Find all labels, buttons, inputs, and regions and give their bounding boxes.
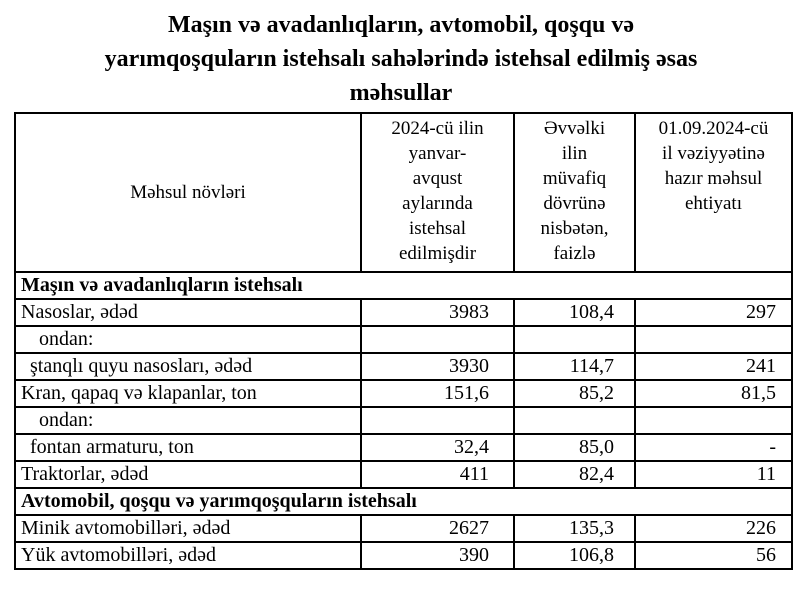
section-title: Avtomobil, qoşqu və yarımqoşquların iste…: [14, 487, 793, 516]
product-name-cell: Minik avtomobilləri, ədəd: [14, 514, 362, 543]
row-ondan-2: ondan:: [14, 406, 793, 435]
percent-cell: 85,0: [513, 433, 636, 462]
percent-cell: 114,7: [513, 352, 636, 381]
products-table: Məhsul növləri 2024-cü ilin yanvar- avqu…: [14, 112, 793, 570]
col-header-stock: 01.09.2024-cü il vəziyyətinə hazır məhsu…: [634, 112, 793, 273]
col-header-percent-vs-prev-year: Əvvəlki ilin müvafiq dövrünə nisbətən, f…: [513, 112, 636, 273]
row-nasoslar: Nasoslar, ədəd 3983 108,4 297: [14, 298, 793, 327]
produced-cell: 2627: [360, 514, 515, 543]
stock-cell: 297: [634, 298, 793, 327]
row-traktorlar: Traktorlar, ədəd 411 82,4 11: [14, 460, 793, 489]
produced-cell: 151,6: [360, 379, 515, 408]
product-name-cell: Kran, qapaq və klapanlar, ton: [14, 379, 362, 408]
stock-cell: 226: [634, 514, 793, 543]
row-kran-qapaq-klapanlar: Kran, qapaq və klapanlar, ton 151,6 85,2…: [14, 379, 793, 408]
product-name-cell: ondan:: [14, 406, 362, 435]
page-title: Maşın və avadanlıqların, avtomobil, qoşq…: [104, 12, 698, 106]
row-ondan-1: ondan:: [14, 325, 793, 354]
product-name-cell: ştanqlı quyu nasosları, ədəd: [14, 352, 362, 381]
row-fontan-armaturu: fontan armaturu, ton 32,4 85,0 -: [14, 433, 793, 462]
stock-cell: [634, 325, 793, 354]
header-row: Məhsul növləri 2024-cü ilin yanvar- avqu…: [14, 112, 793, 273]
document-page: Maşın və avadanlıqların, avtomobil, qoşq…: [0, 8, 802, 570]
percent-cell: [513, 325, 636, 354]
percent-cell: 135,3: [513, 514, 636, 543]
produced-cell: [360, 325, 515, 354]
section-title: Maşın və avadanlıqların istehsalı: [14, 271, 793, 300]
percent-cell: 82,4: [513, 460, 636, 489]
product-name-cell: Yük avtomobilləri, ədəd: [14, 541, 362, 570]
section-row-avtomobil: Avtomobil, qoşqu və yarımqoşquların iste…: [14, 487, 793, 516]
stock-cell: 241: [634, 352, 793, 381]
section-row-machines: Maşın və avadanlıqların istehsalı: [14, 271, 793, 300]
produced-cell: 3930: [360, 352, 515, 381]
percent-cell: [513, 406, 636, 435]
percent-cell: 85,2: [513, 379, 636, 408]
produced-cell: 32,4: [360, 433, 515, 462]
stock-cell: -: [634, 433, 793, 462]
product-name-cell: Nasoslar, ədəd: [14, 298, 362, 327]
product-name-cell: ondan:: [14, 325, 362, 354]
produced-cell: 411: [360, 460, 515, 489]
col-header-produced: 2024-cü ilin yanvar- avqust aylarında is…: [360, 112, 515, 273]
stock-cell: [634, 406, 793, 435]
produced-cell: 3983: [360, 298, 515, 327]
row-minik-avtomobillari: Minik avtomobilləri, ədəd 2627 135,3 226: [14, 514, 793, 543]
produced-cell: 390: [360, 541, 515, 570]
stock-cell: 56: [634, 541, 793, 570]
product-name-cell: Traktorlar, ədəd: [14, 460, 362, 489]
row-yuk-avtomobillari: Yük avtomobilləri, ədəd 390 106,8 56: [14, 541, 793, 570]
product-name-cell: fontan armaturu, ton: [14, 433, 362, 462]
col-header-product-types: Məhsul növləri: [14, 112, 362, 273]
produced-cell: [360, 406, 515, 435]
percent-cell: 106,8: [513, 541, 636, 570]
stock-cell: 81,5: [634, 379, 793, 408]
percent-cell: 108,4: [513, 298, 636, 327]
stock-cell: 11: [634, 460, 793, 489]
row-stanqli-quyu-nasoslari: ştanqlı quyu nasosları, ədəd 3930 114,7 …: [14, 352, 793, 381]
